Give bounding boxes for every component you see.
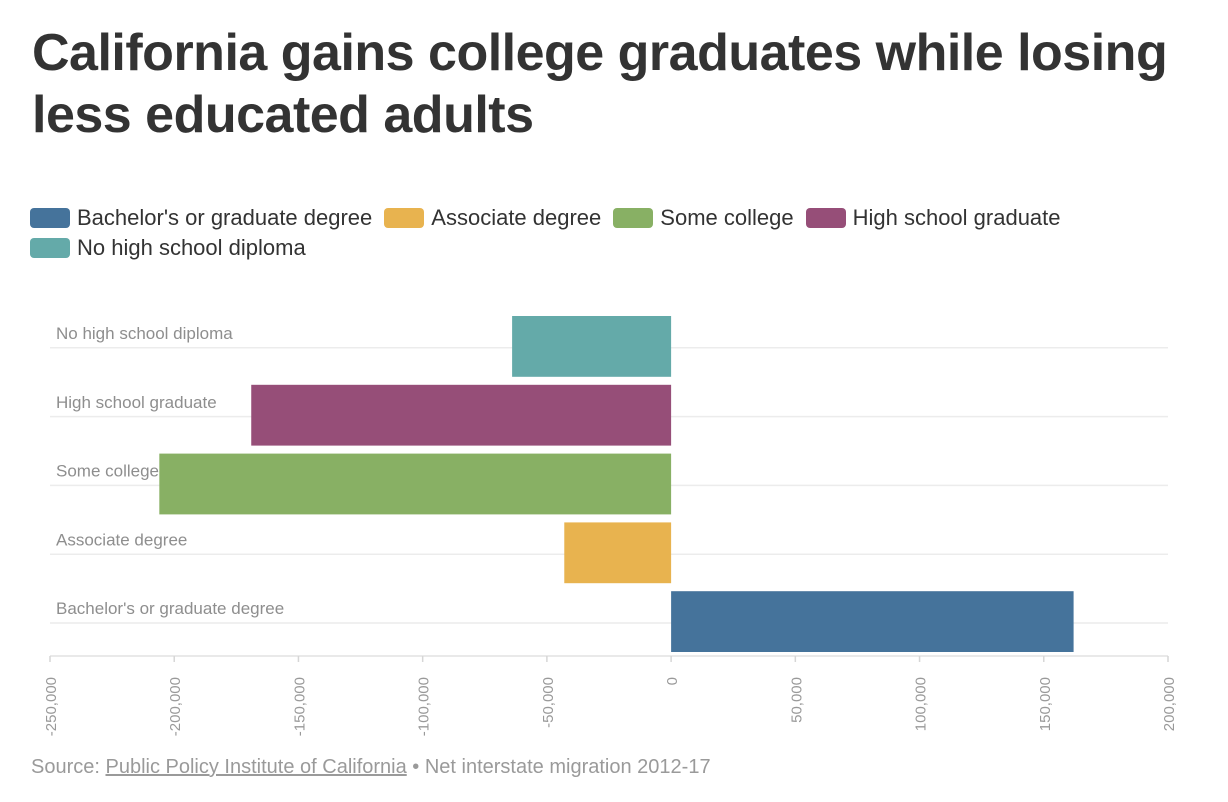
legend-label: Associate degree: [431, 204, 602, 230]
category-label: Associate degree: [56, 530, 187, 549]
legend-swatch: [613, 207, 654, 228]
bar-high-school-graduate: [251, 384, 672, 446]
legend-item: Associate degree: [384, 204, 602, 230]
legend-swatch: [805, 207, 846, 228]
x-tick-label: 0: [664, 677, 681, 685]
source-suffix: • Net interstate migration 2012-17: [406, 756, 711, 778]
legend-item: No high school diploma: [30, 234, 306, 260]
legend-item: Bachelor's or graduate degree: [30, 204, 373, 230]
legend-label: High school graduate: [852, 204, 1061, 230]
bar-some-college: [159, 453, 672, 515]
bar-no-high-school-diploma: [512, 316, 672, 377]
legend-label: No high school diploma: [77, 234, 306, 260]
x-tick-label: -250,000: [43, 677, 60, 736]
x-tick-label: 200,000: [1161, 677, 1178, 731]
legend-label: Some college: [660, 204, 794, 230]
bar-associate-degree: [564, 522, 672, 584]
x-tick-label: -150,000: [291, 677, 308, 736]
source-note: Source: Public Policy Institute of Calif…: [31, 756, 711, 779]
x-tick-label: -50,000: [540, 677, 557, 728]
x-tick-label: 50,000: [788, 677, 805, 723]
legend: Bachelor's or graduate degree Associate d…: [30, 204, 1200, 260]
legend-swatch: [384, 207, 425, 228]
source-prefix: Source:: [31, 756, 106, 778]
bar-bachelor-s-or-graduate-degree: [671, 591, 1074, 652]
x-tick-label: 150,000: [1037, 677, 1054, 731]
bar-chart: No high school diploma High school gradua…: [43, 316, 1178, 736]
category-label: Bachelor's or graduate degree: [56, 599, 284, 618]
source-link[interactable]: Public Policy Institute of California: [105, 756, 407, 778]
category-label: High school graduate: [56, 393, 217, 412]
legend-item: Some college: [613, 204, 794, 230]
x-tick-label: 100,000: [913, 677, 930, 731]
legend-label: Bachelor's or graduate degree: [77, 204, 373, 230]
category-label: Some college: [56, 462, 159, 481]
x-tick-label: -200,000: [167, 677, 184, 736]
legend-swatch: [30, 207, 70, 228]
x-tick-label: -100,000: [416, 677, 433, 736]
chart-title: California gains college graduates while…: [32, 24, 1168, 144]
legend-swatch: [30, 237, 70, 258]
category-label: No high school diploma: [56, 324, 233, 343]
legend-item: High school graduate: [805, 204, 1061, 230]
